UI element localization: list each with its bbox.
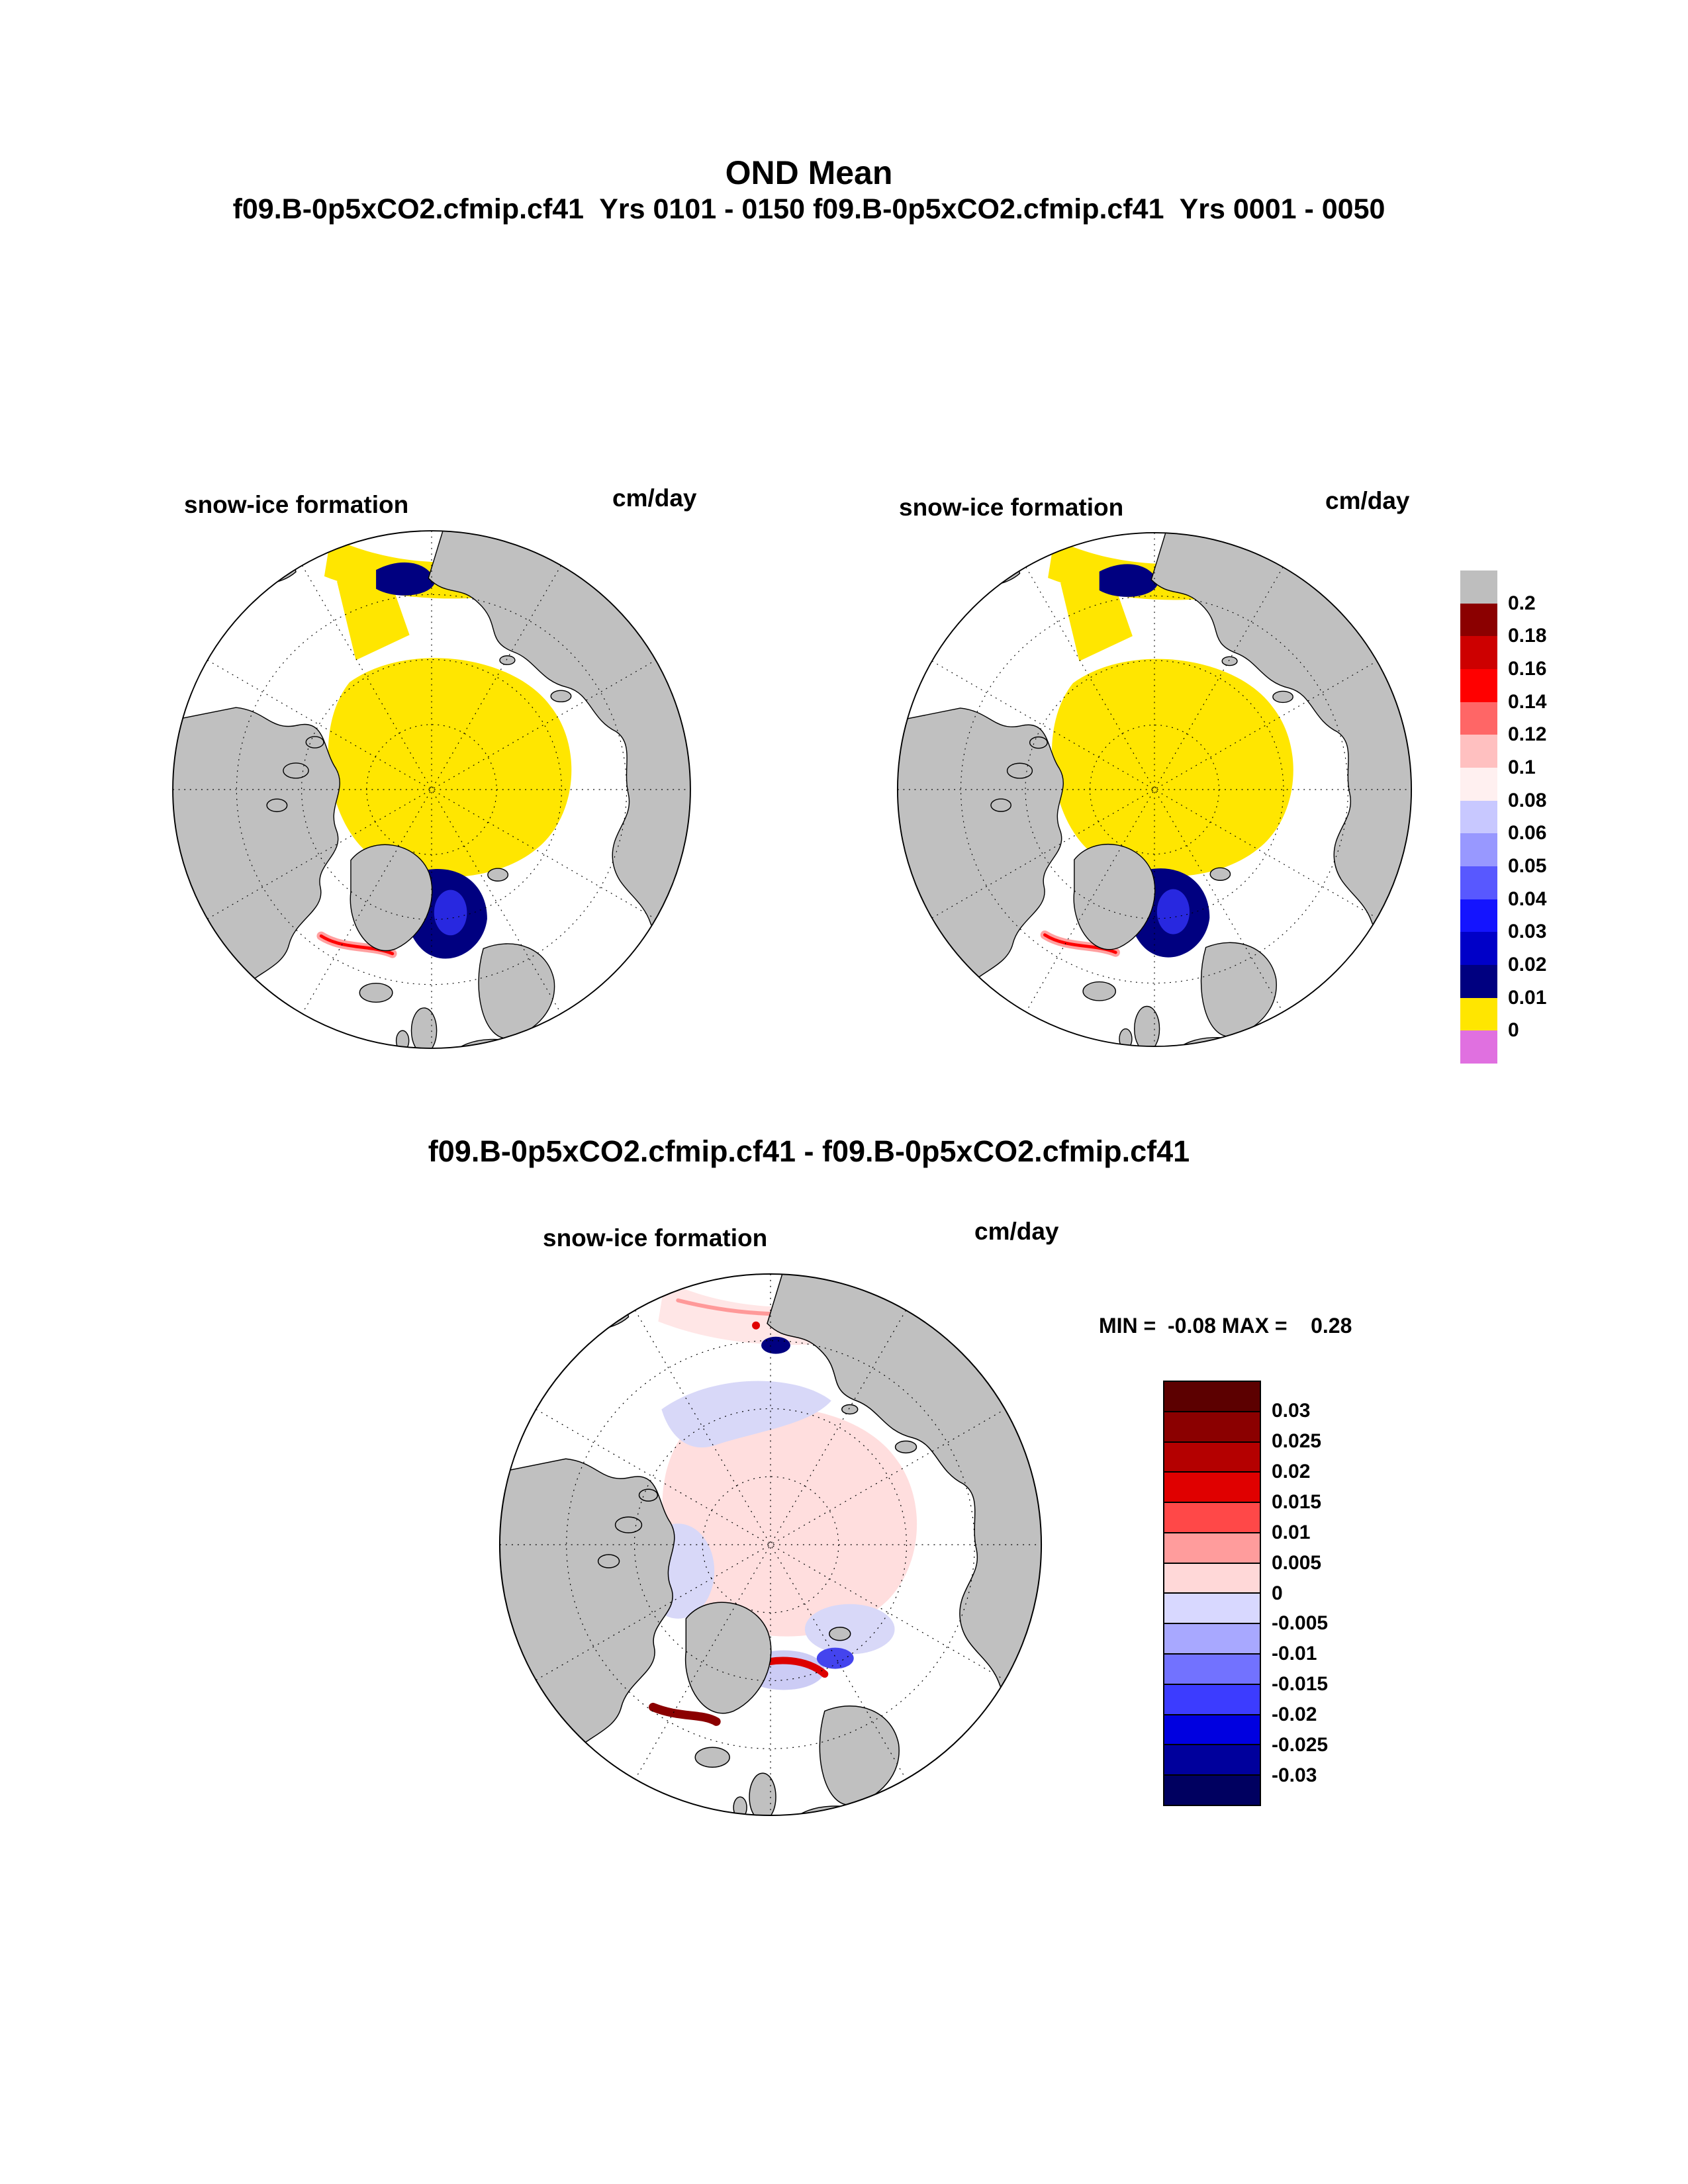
colorbar-tick-label: 0.04 (1508, 887, 1547, 910)
figure-title: OND Mean (725, 154, 893, 191)
colorbar-difference-labels: 0.03 0.025 0.02 0.015 0.01 0.005 0 -0.005 -0.01 -… (1272, 1381, 1371, 1806)
colorbar-tick-label: 0.005 (1272, 1551, 1322, 1574)
colorbar-tick-label: -0.015 (1272, 1673, 1329, 1696)
colorbar-tick-label: 0 (1508, 1019, 1519, 1042)
map-difference (498, 1273, 1043, 1817)
panel-top-right-units-label: cm/day (1325, 487, 1410, 514)
map-outline (498, 1273, 1043, 1817)
map-outline (172, 530, 691, 1049)
colorbar-top-labels: 0.2 0.18 0.16 0.14 0.12 0.1 0.08 0.06 0.05 0.04 0.… (1508, 570, 1607, 1064)
colorbar-tick-label: 0.03 (1272, 1399, 1311, 1422)
colorbar-top-boxes (1460, 570, 1497, 1064)
colorbar-box (1163, 1683, 1261, 1715)
colorbar-box (1460, 669, 1497, 702)
colorbar-box (1163, 1562, 1261, 1594)
colorbar-tick-label: 0.12 (1508, 723, 1547, 746)
colorbar-box (1460, 833, 1497, 867)
colorbar-box (1460, 1030, 1497, 1064)
min-max-stats: MIN = -0.08 MAX = 0.28 (1099, 1314, 1352, 1338)
colorbar-tick-label: -0.03 (1272, 1764, 1317, 1787)
colorbar-box (1163, 1713, 1261, 1746)
panel-top-right-variable-label: snow-ice formation (899, 494, 1124, 521)
map-top-right (896, 531, 1413, 1048)
colorbar-box (1460, 603, 1497, 637)
colorbar-tick-label: 0.18 (1508, 625, 1547, 647)
colorbar-box (1163, 1774, 1261, 1806)
figure-subtitle: f09.B-0p5xCO2.cfmip.cf41 Yrs 0101 - 0150… (232, 193, 1385, 225)
colorbar-difference-boxes (1163, 1381, 1261, 1806)
colorbar-box (1163, 1531, 1261, 1564)
colorbar-tick-label: 0.025 (1272, 1430, 1322, 1452)
colorbar-tick-label: 0.015 (1272, 1490, 1322, 1513)
colorbar-box (1460, 932, 1497, 966)
colorbar-box (1460, 570, 1497, 604)
colorbar-box (1163, 1592, 1261, 1625)
difference-title: f09.B-0p5xCO2.cfmip.cf41 - f09.B-0p5xCO2… (428, 1134, 1190, 1168)
colorbar-tick-label: 0.02 (1272, 1460, 1311, 1482)
colorbar-box (1460, 735, 1497, 768)
colorbar-tick-label: 0.08 (1508, 789, 1547, 811)
colorbar-box (1460, 768, 1497, 801)
panel-top-left-variable-label: snow-ice formation (184, 491, 409, 518)
map-outline (896, 531, 1413, 1048)
colorbar-tick-label: 0.2 (1508, 592, 1536, 614)
colorbar-box (1163, 1381, 1261, 1412)
colorbar-tick-label: -0.01 (1272, 1643, 1317, 1665)
colorbar-tick-label: -0.02 (1272, 1704, 1317, 1726)
colorbar-box (1460, 866, 1497, 899)
colorbar-tick-label: 0.02 (1508, 954, 1547, 976)
colorbar-box (1460, 702, 1497, 735)
colorbar-box (1460, 899, 1497, 933)
colorbar-tick-label: -0.025 (1272, 1734, 1329, 1756)
colorbar-tick-label: 0.05 (1508, 855, 1547, 877)
panel-diff-units-label: cm/day (974, 1218, 1059, 1245)
colorbar-box (1460, 636, 1497, 670)
colorbar-top: 0.2 0.18 0.16 0.14 0.12 0.1 0.08 0.06 0.05 0.04 0.… (1460, 570, 1546, 1064)
colorbar-tick-label: 0.1 (1508, 756, 1536, 778)
colorbar-difference: 0.03 0.025 0.02 0.015 0.01 0.005 0 -0.005 -0.01 -… (1163, 1381, 1328, 1806)
colorbar-box (1163, 1471, 1261, 1504)
colorbar-box (1163, 1744, 1261, 1776)
colorbar-tick-label: 0.03 (1508, 921, 1547, 943)
colorbar-box (1163, 1441, 1261, 1473)
colorbar-tick-label: 0 (1272, 1582, 1283, 1604)
panel-diff-variable-label: snow-ice formation (543, 1224, 768, 1251)
colorbar-tick-label: 0.01 (1272, 1521, 1311, 1543)
colorbar-box (1460, 997, 1497, 1031)
panel-top-left-units-label: cm/day (612, 484, 697, 512)
colorbar-tick-label: 0.16 (1508, 658, 1547, 680)
colorbar-box (1163, 1623, 1261, 1655)
colorbar-tick-label: -0.005 (1272, 1612, 1329, 1635)
colorbar-box (1163, 1410, 1261, 1443)
colorbar-box (1163, 1502, 1261, 1533)
colorbar-box (1460, 965, 1497, 998)
map-top-left (172, 530, 691, 1049)
colorbar-box (1460, 800, 1497, 834)
colorbar-tick-label: 0.06 (1508, 822, 1547, 844)
colorbar-tick-label: 0.01 (1508, 986, 1547, 1009)
colorbar-tick-label: 0.14 (1508, 690, 1547, 713)
colorbar-box (1163, 1653, 1261, 1685)
